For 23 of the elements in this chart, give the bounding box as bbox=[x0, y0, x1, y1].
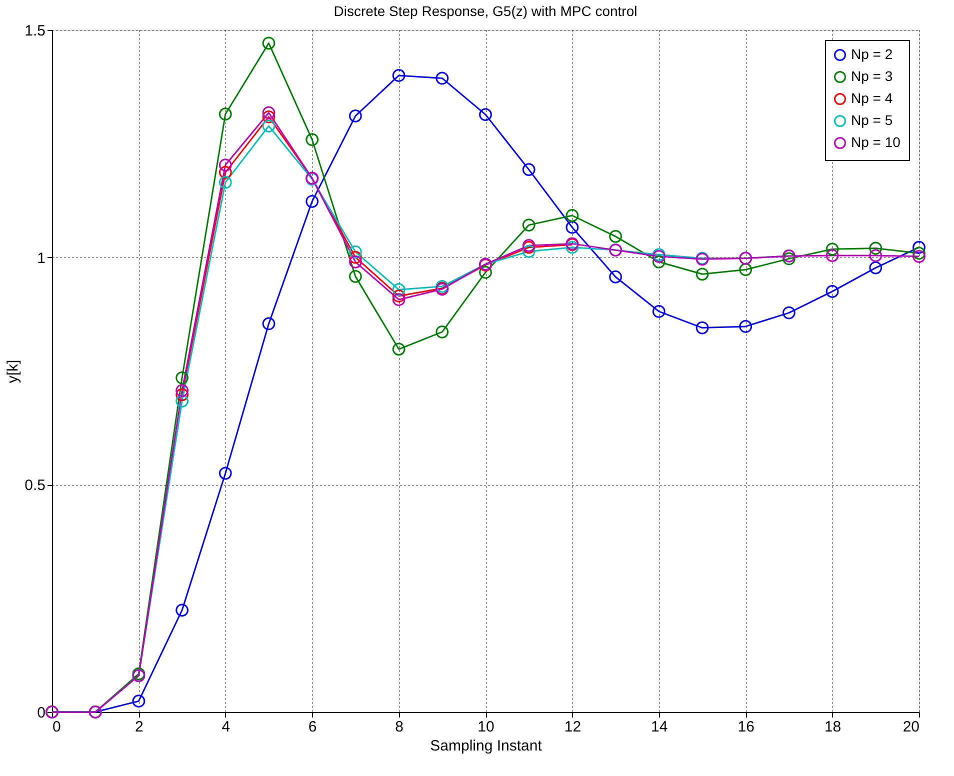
x-axis-title: Sampling Instant bbox=[430, 738, 543, 754]
x-tick-label: 6 bbox=[308, 718, 317, 736]
x-tick-label: 18 bbox=[824, 718, 842, 736]
legend-label: Np = 5 bbox=[851, 112, 893, 128]
legend-label: Np = 2 bbox=[851, 46, 893, 62]
x-tick-label: 16 bbox=[738, 718, 754, 736]
legend-label: Np = 10 bbox=[851, 134, 901, 150]
x-tick-label: 8 bbox=[395, 718, 404, 736]
x-tick-label: 12 bbox=[564, 718, 582, 736]
x-tick-label: 10 bbox=[478, 718, 494, 736]
y-tick-label: 0 bbox=[37, 704, 46, 722]
y-tick-label: 1.5 bbox=[24, 22, 46, 40]
x-tick-label: 4 bbox=[222, 718, 230, 736]
x-tick-label: 20 bbox=[902, 718, 920, 736]
x-tick-label: 0 bbox=[52, 718, 61, 736]
y-axis-title: y[k] bbox=[4, 360, 22, 384]
legend-label: Np = 4 bbox=[851, 90, 893, 106]
y-tick-label: 0.5 bbox=[24, 477, 46, 494]
y-tick-label: 1 bbox=[37, 250, 46, 267]
chart-title: Discrete Step Response, G5(z) with MPC control bbox=[334, 3, 638, 19]
x-tick-label: 2 bbox=[135, 718, 144, 736]
legend-label: Np = 3 bbox=[851, 68, 893, 84]
x-tick-label: 14 bbox=[651, 718, 668, 736]
